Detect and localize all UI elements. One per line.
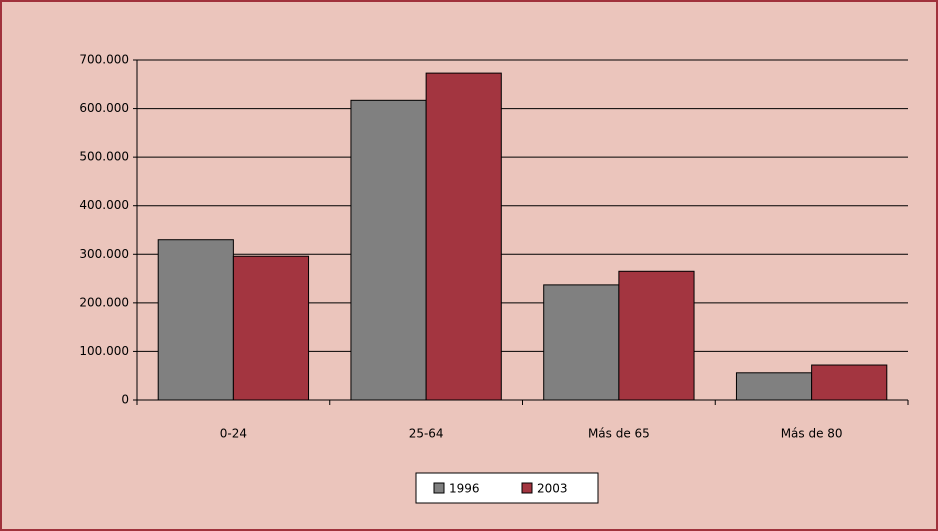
- y-tick-label: 400.000: [79, 198, 129, 212]
- x-tick-label: Más de 80: [781, 427, 843, 441]
- bar: [425, 72, 502, 401]
- bar: [735, 372, 813, 401]
- y-tick-label: 100.000: [79, 344, 129, 358]
- x-tick-label: Más de 65: [588, 427, 650, 441]
- y-tick-label: 500.000: [79, 150, 129, 164]
- legend-label: 2003: [537, 482, 568, 496]
- bar: [157, 239, 234, 401]
- bar: [543, 284, 620, 401]
- legend-swatch: [521, 482, 533, 494]
- y-tick-label: 0: [121, 393, 129, 407]
- bar: [350, 99, 427, 401]
- y-tick-label: 200.000: [79, 295, 129, 309]
- y-tick-label: 300.000: [79, 247, 129, 261]
- y-tick-label: 700.000: [79, 53, 129, 67]
- x-tick-label: 25-64: [409, 427, 444, 441]
- x-tick-label: 0-24: [220, 427, 247, 441]
- legend: [415, 472, 599, 504]
- bar: [232, 255, 310, 401]
- y-tick-label: 600.000: [79, 101, 129, 115]
- bar: [811, 364, 888, 401]
- legend-label: 1996: [449, 482, 480, 496]
- legend-swatch: [433, 482, 445, 494]
- bar: [618, 270, 695, 401]
